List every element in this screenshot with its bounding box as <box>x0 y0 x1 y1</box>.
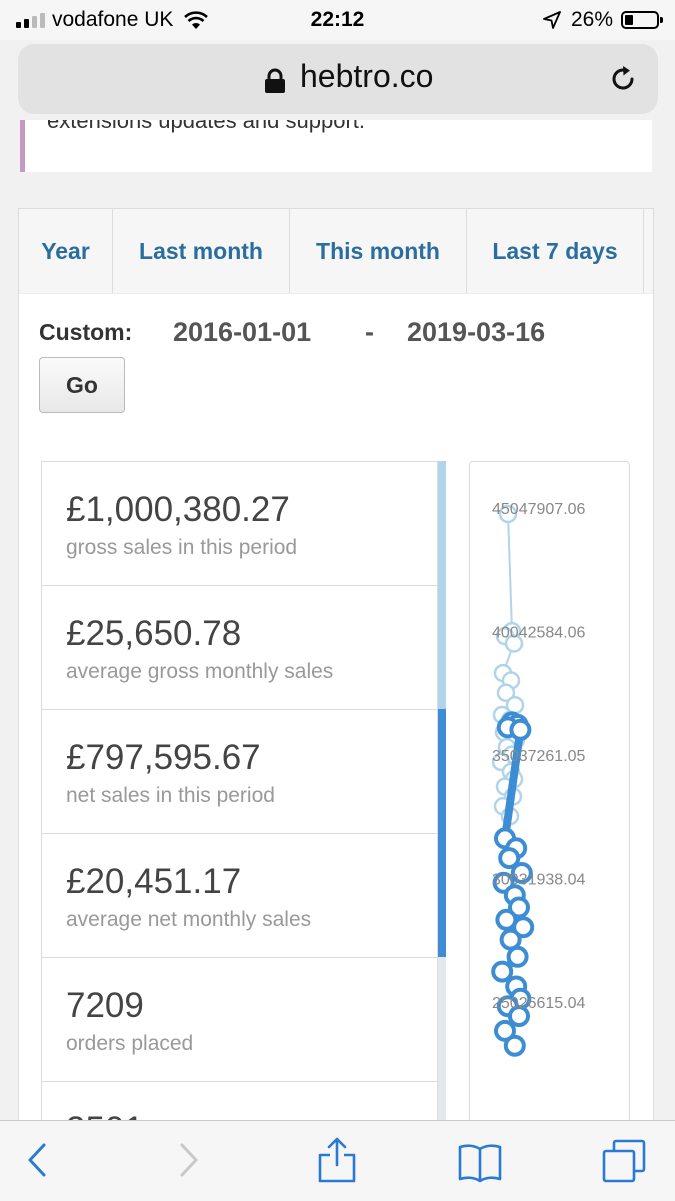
data-point <box>494 1019 516 1042</box>
stat-description: average gross monthly sales <box>66 660 334 683</box>
bookmarks-icon[interactable] <box>458 1137 502 1183</box>
data-point <box>504 634 524 653</box>
end-date-field[interactable]: 2019-03-16 <box>407 317 546 347</box>
tab-year[interactable]: Year <box>19 209 113 293</box>
data-point <box>510 862 533 884</box>
forward-icon[interactable] <box>166 1137 210 1183</box>
browser-toolbar <box>0 1120 675 1201</box>
notice-box: extensions updates and support. <box>20 120 652 172</box>
battery-icon <box>621 11 663 29</box>
status-right: 26% <box>543 8 663 32</box>
tabs-icon[interactable] <box>602 1137 646 1183</box>
y-tick-label: 35037261.05 <box>492 748 586 765</box>
battery-percent: 26% <box>570 8 613 31</box>
carrier-name: vodafone UK <box>52 8 174 31</box>
carrier: vodafone UK <box>16 8 209 32</box>
tab-this-month[interactable]: This month <box>290 209 467 293</box>
stat-amount: £797,595.67 <box>66 738 261 777</box>
custom-label: Custom: <box>39 319 133 345</box>
stat-orders-placed[interactable]: 7209 orders placed <box>41 957 438 1081</box>
custom-range: Custom: 2016-01-01 - 2019-03-16 <box>39 317 639 351</box>
data-point <box>498 504 518 524</box>
data-point <box>508 896 530 919</box>
tab-last-7-days[interactable]: Last 7 days <box>467 209 644 293</box>
sales-chart: 45047907.06 40042584.06 35037261.05 3003193… <box>469 461 630 1120</box>
reload-icon[interactable] <box>608 64 638 94</box>
stat-amount: £20,451.17 <box>66 862 242 901</box>
stat-amount: £1,000,380.27 <box>66 490 290 529</box>
data-point <box>506 945 529 968</box>
range-tabs: Year Last month This month Last 7 days <box>19 209 653 294</box>
stat-gross-sales[interactable]: £1,000,380.27 gross sales in this period <box>41 461 438 585</box>
url-text: hebtro.co <box>300 58 434 94</box>
stat-items-purchased[interactable]: 3501 <box>41 1081 438 1120</box>
stat-description: average net monthly sales <box>66 908 312 931</box>
y-tick-label: 40042584.06 <box>492 625 586 642</box>
status-bar: vodafone UK 22:12 26% <box>0 0 675 40</box>
series-indicator <box>438 461 446 1120</box>
address-bar[interactable]: hebtro.co <box>18 44 658 114</box>
stat-amount: 3501 <box>66 1110 144 1120</box>
stat-description: gross sales in this period <box>66 536 298 559</box>
stat-amount: 7209 <box>66 986 144 1025</box>
back-icon[interactable] <box>16 1137 60 1183</box>
stat-average-gross[interactable]: £25,650.78 average gross monthly sales <box>41 585 438 709</box>
stat-net-sales[interactable]: £797,595.67 net sales in this period <box>41 709 438 833</box>
stat-average-net[interactable]: £20,451.17 average net monthly sales <box>41 833 438 957</box>
data-point <box>503 1034 526 1057</box>
y-tick-label: 25026615.04 <box>492 995 586 1012</box>
stats-list: £1,000,380.27 gross sales in this period… <box>41 461 446 1120</box>
data-point <box>496 683 516 703</box>
notice-text: extensions updates and support. <box>47 120 366 133</box>
data-point <box>512 916 535 939</box>
signal-icon <box>16 12 45 28</box>
start-date-field[interactable]: 2016-01-01 <box>173 317 312 347</box>
lock-icon <box>265 68 285 93</box>
data-point <box>509 718 532 741</box>
data-point <box>491 960 514 983</box>
share-icon[interactable] <box>315 1137 359 1183</box>
page-content: extensions updates and support. Year Las… <box>0 120 675 1120</box>
location-icon <box>543 11 561 29</box>
stat-description: orders placed <box>66 1032 194 1055</box>
go-button[interactable]: Go <box>39 357 125 413</box>
y-tick-label: 45047907.06 <box>492 501 586 518</box>
stat-description: net sales in this period <box>66 784 275 807</box>
chart-canvas: 45047907.06 40042584.06 35037261.05 3003193… <box>491 501 586 1057</box>
y-tick-label: 30031938.04 <box>492 872 586 889</box>
date-separator: - <box>365 317 374 347</box>
sales-report: Year Last month This month Last 7 days C… <box>18 208 654 1120</box>
stat-amount: £25,650.78 <box>66 614 242 653</box>
tab-last-month[interactable]: Last month <box>113 209 290 293</box>
wifi-icon <box>184 11 209 29</box>
data-point <box>508 1005 530 1028</box>
data-point <box>498 847 521 870</box>
clock: 22:12 <box>310 8 365 31</box>
